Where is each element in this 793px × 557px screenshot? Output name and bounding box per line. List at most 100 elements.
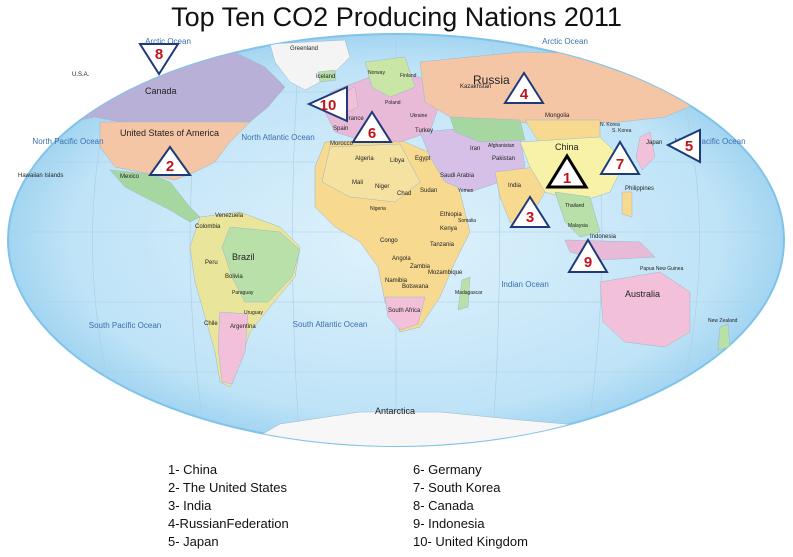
label-zambia: Zambia [410,264,431,270]
label-mali: Mali [352,180,363,186]
label-chile: Chile [204,321,218,327]
label-canada: Canada [145,86,177,96]
legend-right: 6- Germany 7- South Korea 8- Canada 9- I… [413,461,528,551]
label-uruguay: Uruguay [244,310,263,316]
label-france: France [345,116,364,122]
marker-6: 6 [351,110,393,143]
label-malaysia: Malaysia [568,223,588,229]
label-mongolia: Mongolia [545,113,570,119]
world-map: Russia Canada United States of America C… [7,33,785,447]
label-kenya: Kenya [440,226,458,232]
label-spain: Spain [333,126,348,132]
kazakhstan [449,116,526,143]
label-antarctica: Antarctica [375,406,415,416]
marker-6-number: 6 [368,125,376,142]
ocean-south-atlantic: South Atlantic Ocean [293,320,368,329]
legend-item: 3- India [168,498,212,513]
ocean-south-pacific: South Pacific Ocean [89,321,161,330]
legend-item: 1- China [168,462,218,477]
label-namibia: Namibia [385,278,408,284]
legend-item: 9- Indonesia [413,516,485,531]
marker-2-number: 2 [166,158,174,175]
south-africa [384,296,426,331]
label-iran: Iran [470,146,480,152]
japan [635,131,656,171]
marker-4-number: 4 [520,86,529,103]
label-pakistan: Pakistan [492,156,515,162]
map-title: Top Ten CO2 Producing Nations 2011 [171,2,622,32]
marker-10: 10 [306,85,348,123]
marker-1-number: 1 [563,170,571,187]
marker-1: 1 [545,153,589,189]
brazil [221,226,301,303]
label-niger: Niger [375,184,389,190]
legend-item: 5- Japan [168,534,219,549]
label-bolivia: Bolivia [225,274,243,280]
greenland [269,39,351,91]
ocean-north-pacific-left: North Pacific Ocean [32,137,103,146]
label-kazakhstan: Kazakhstan [460,84,491,90]
label-yemen: Yemen [458,188,474,194]
label-peru: Peru [205,260,218,266]
label-libya: Libya [390,158,405,164]
label-china: China [555,142,579,152]
marker-8-number: 8 [155,46,163,63]
label-madagascar: Madagascar [455,290,483,296]
label-botswana: Botswana [402,284,429,290]
marker-7-number: 7 [616,156,624,173]
ocean-indian: Indian Ocean [501,280,549,289]
label-australia: Australia [625,289,660,299]
label-india: India [508,183,522,189]
marker-9-number: 9 [584,254,592,271]
label-finland: Finland [400,73,417,79]
marker-3: 3 [509,195,551,228]
marker-7: 7 [599,140,641,175]
label-philippines: Philippines [625,186,654,192]
label-poland: Poland [385,100,401,106]
label-south-africa: South Africa [388,308,421,314]
marker-2: 2 [148,145,192,176]
label-nz: New Zealand [708,318,738,324]
label-afghanistan: Afghanistan [488,143,515,149]
marker-4: 4 [503,71,545,104]
label-algeria: Algeria [355,156,374,162]
legend-item: 2- The United States [168,480,287,495]
ocean-north-atlantic: North Atlantic Ocean [241,133,314,142]
alaska [54,71,96,123]
label-sudan: Sudan [420,188,437,194]
marker-10-number: 10 [320,97,337,114]
label-ukraine: Ukraine [410,113,427,119]
legend-item: 7- South Korea [413,480,501,495]
label-greenland: Greenland [290,46,318,52]
label-tanzania: Tanzania [430,242,455,248]
label-nigeria: Nigeria [370,206,386,212]
label-saudi: Saudi Arabia [440,173,475,179]
label-turkey: Turkey [415,128,433,134]
label-north-korea: N. Korea [600,122,620,128]
marker-5-number: 5 [685,138,693,155]
label-thailand: Thailand [565,203,584,209]
philippines [621,191,633,218]
ocean-arctic-right: Arctic Ocean [542,37,588,46]
label-mexico: Mexico [120,174,140,180]
label-hawaii: Hawaiian Islands [18,173,63,179]
label-angola: Angola [392,256,411,262]
label-japan: Japan [646,140,662,146]
label-chad: Chad [397,191,411,197]
argentina [217,311,249,385]
new-zealand [717,323,731,351]
label-paraguay: Paraguay [232,290,254,296]
legend-left: 1- China 2- The United States 3- India 4… [168,461,289,551]
southeast-asia [554,191,601,238]
ocean-labels: Arctic Ocean Arctic Ocean North Pacific … [32,37,745,330]
ocean-north-pacific-right: North Pacific Ocean [674,137,745,146]
marker-3-number: 3 [526,209,534,226]
ocean-arctic-left: Arctic Ocean [145,37,191,46]
label-colombia: Colombia [195,224,221,230]
label-mozambique: Mozambique [428,270,463,276]
label-ethiopia: Ethiopia [440,212,462,218]
legend-item: 8- Canada [413,498,474,513]
label-morocco: Morocco [330,141,354,147]
scandinavia [364,56,416,98]
label-egypt: Egypt [415,156,431,162]
